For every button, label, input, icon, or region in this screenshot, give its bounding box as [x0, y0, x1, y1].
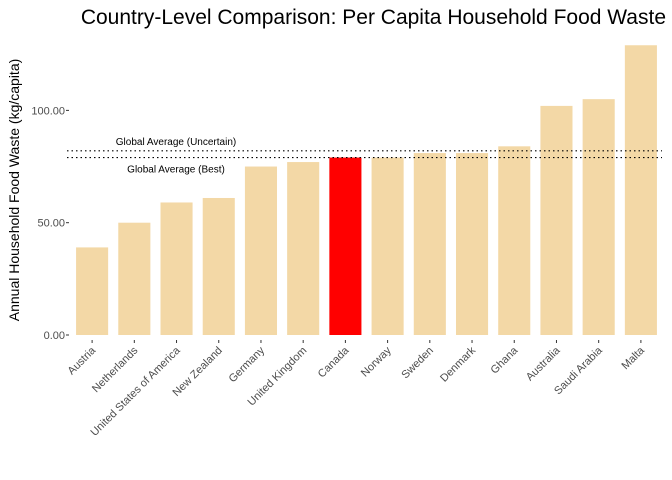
x-tick-label: Canada	[316, 344, 352, 380]
x-tick-label: Australia	[524, 344, 563, 383]
bar-canada	[329, 157, 362, 335]
y-axis-label: Annual Household Food Waste (kg/capita)	[6, 59, 22, 322]
bar-united-states-of-america	[160, 202, 193, 335]
bar-saudi-arabia	[582, 99, 615, 336]
x-tick-label: Sweden	[399, 345, 436, 382]
bar-malta	[624, 45, 657, 335]
bar-netherlands	[118, 222, 151, 335]
x-tick-label: Malta	[620, 344, 648, 372]
bar-germany	[244, 166, 278, 335]
bar-norway	[371, 157, 404, 335]
x-tick-label: Germany	[227, 344, 268, 385]
bar-new-zealand	[202, 197, 235, 335]
bar-australia	[540, 105, 573, 336]
y-axis: 0.00 50.00 100.00	[31, 105, 69, 342]
y-tick-label: 50.00	[37, 218, 65, 230]
bar-united-kingdom	[287, 162, 320, 335]
bars	[76, 45, 657, 336]
x-tick-label: Ghana	[489, 344, 521, 376]
bar-sweden	[413, 153, 446, 335]
y-tick-label: 100.00	[31, 105, 65, 117]
x-tick-label: Denmark	[438, 344, 478, 384]
reference-line-label: Global Average (Uncertain)	[116, 137, 236, 148]
reference-lines: Global Average (Uncertain) Global Average…	[67, 137, 662, 176]
x-tick-label: United States of America	[89, 344, 184, 439]
chart-title: Country-Level Comparison: Per Capita Hou…	[81, 6, 666, 29]
reference-line-label: Global Average (Best)	[127, 165, 225, 176]
bar-austria	[76, 247, 109, 335]
x-tick-label: Austria	[66, 344, 99, 377]
bar-ghana	[498, 146, 531, 335]
bar-denmark	[455, 153, 489, 335]
x-tick-label: Norway	[359, 344, 394, 379]
y-tick-label: 0.00	[44, 330, 65, 342]
